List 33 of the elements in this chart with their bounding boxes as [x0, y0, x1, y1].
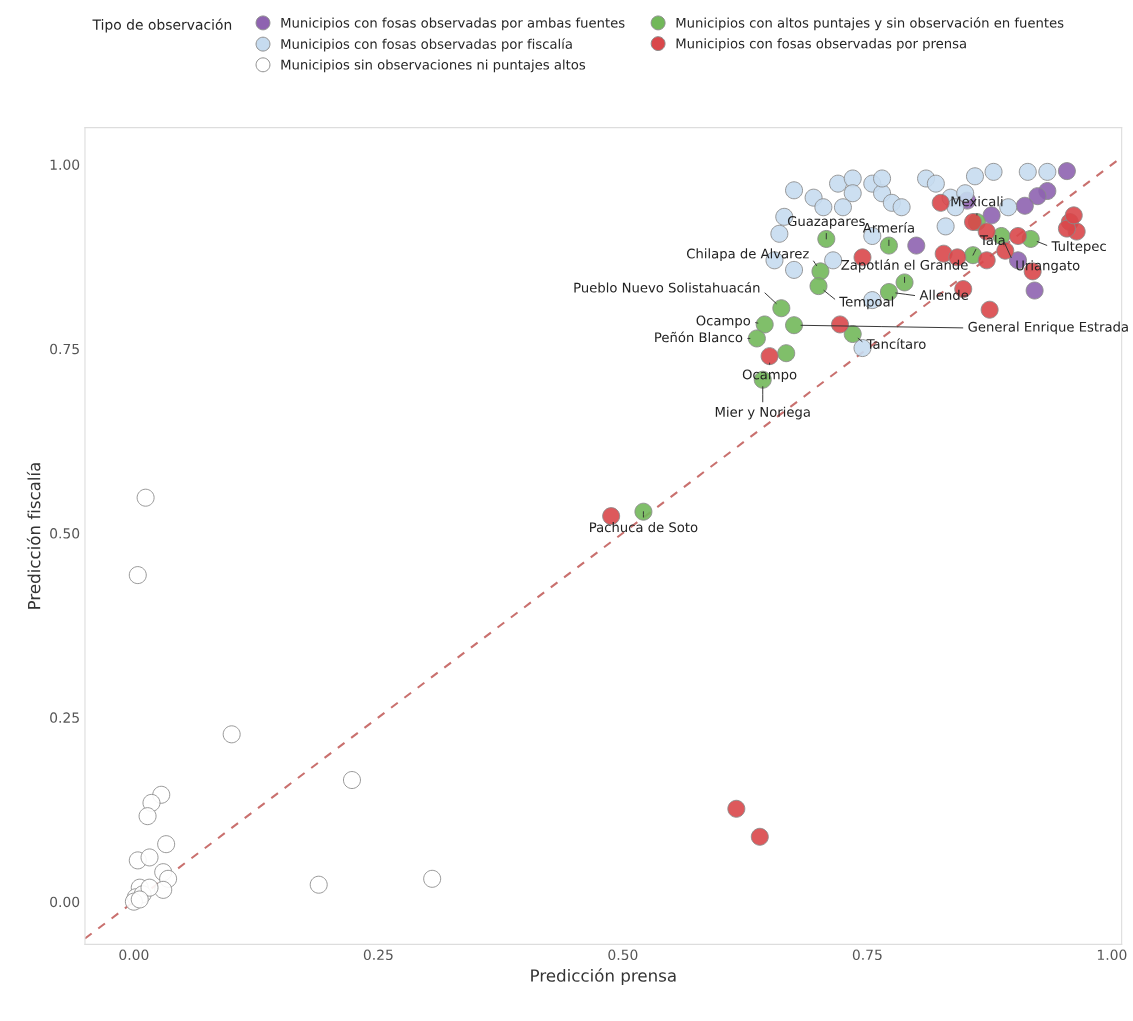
legend-label: Municipios sin observaciones ni puntajes altos — [281, 59, 586, 73]
annotation: Tultepec — [1051, 240, 1106, 254]
x-tick-label: 0.00 — [119, 949, 149, 961]
annotation: Ocampo — [696, 315, 751, 329]
x-tick-label: 1.00 — [1097, 949, 1127, 961]
annotation: Allende — [919, 289, 969, 301]
legend-label: Municipios con altos puntajes y sin observación en fuentes — [676, 16, 1064, 31]
x-tick-label: 0.50 — [608, 949, 638, 961]
y-tick-label: 0.50 — [50, 528, 80, 539]
legend-label: Municipios con fosas observadas por ambas fuentes — [281, 17, 625, 31]
annotation: Pueblo Nuevo Solistahuacán — [574, 281, 760, 293]
annotation: Tancítaro — [866, 338, 926, 349]
annotation: Chilapa de Alvarez — [686, 248, 809, 262]
annotation: General Enrique Estrada — [968, 321, 1128, 335]
x-tick-label: 0.75 — [852, 949, 882, 961]
y-tick-label: 0.25 — [50, 712, 79, 723]
annotation: Mexicali — [951, 196, 1003, 207]
annotation: Armería — [862, 222, 914, 233]
annotation: Peñón Blanco — [655, 331, 743, 343]
annotation: Pachuca de Soto — [590, 521, 698, 533]
x-tick-label: 0.25 — [363, 949, 393, 961]
y-tick-label: 0.75 — [50, 343, 79, 355]
y-tick-label: 0.00 — [50, 896, 80, 908]
legend-label: Municipios con fosas observadas por prensa — [676, 38, 966, 51]
annotation: Zapotlán el Grande — [841, 259, 968, 273]
x-axis-title: Predicción prensa — [531, 968, 676, 986]
annotation: Mier y Noriega — [715, 406, 810, 420]
legend-title: Tipo de observación — [92, 18, 232, 33]
annotation: Guazapares — [787, 216, 865, 229]
y-axis-title: Predicción fiscalía — [26, 463, 41, 609]
legend-label: Municipios con fosas observadas por fiscalía — [281, 38, 572, 52]
annotation: Tempoal — [839, 296, 894, 310]
y-tick-label: 1.00 — [50, 159, 80, 170]
